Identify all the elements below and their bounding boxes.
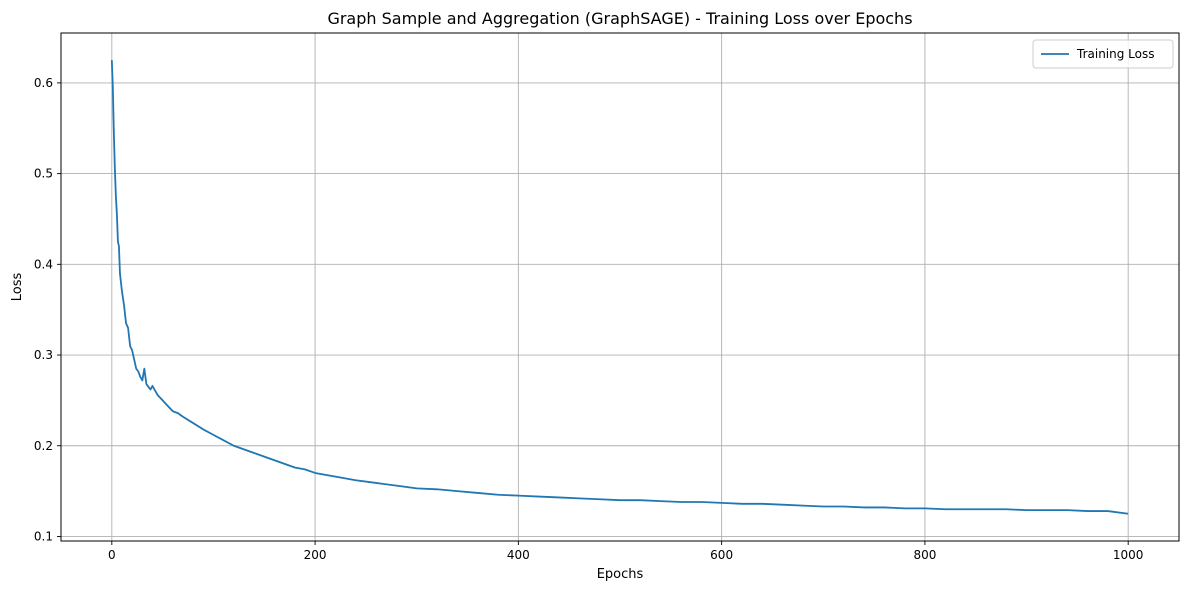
- x-tick-label: 400: [507, 548, 530, 562]
- y-tick-label: 0.3: [34, 348, 53, 362]
- x-axis-label: Epochs: [597, 567, 644, 582]
- y-tick-label: 0.2: [34, 439, 53, 453]
- grid-layer: [61, 33, 1179, 541]
- legend-label: Training Loss: [1076, 47, 1154, 61]
- legend: Training Loss: [1032, 39, 1174, 69]
- legend-box: [1032, 39, 1174, 69]
- x-tick-label: 1000: [1113, 548, 1144, 562]
- plot-frame: [60, 32, 1180, 542]
- y-tick-label: 0.5: [34, 167, 53, 181]
- ticks-layer: 0 200 400 600 800 1000 0.1 0.2 0.3 0.4 0.5 0.6: [34, 76, 1144, 562]
- y-tick-label: 0.6: [34, 76, 53, 90]
- chart-title: Graph Sample and Aggregation (GraphSAGE)…: [327, 9, 912, 28]
- x-tick-label: 600: [710, 548, 733, 562]
- line-layer: [110, 60, 1129, 515]
- y-tick-label: 0.1: [34, 529, 53, 543]
- x-tick-label: 800: [913, 548, 936, 562]
- x-tick-label: 0: [108, 548, 116, 562]
- y-tick-label: 0.4: [34, 257, 53, 271]
- x-tick-label: 200: [304, 548, 327, 562]
- series-line-training-loss: [110, 60, 1129, 515]
- y-axis-label: Loss: [10, 273, 25, 302]
